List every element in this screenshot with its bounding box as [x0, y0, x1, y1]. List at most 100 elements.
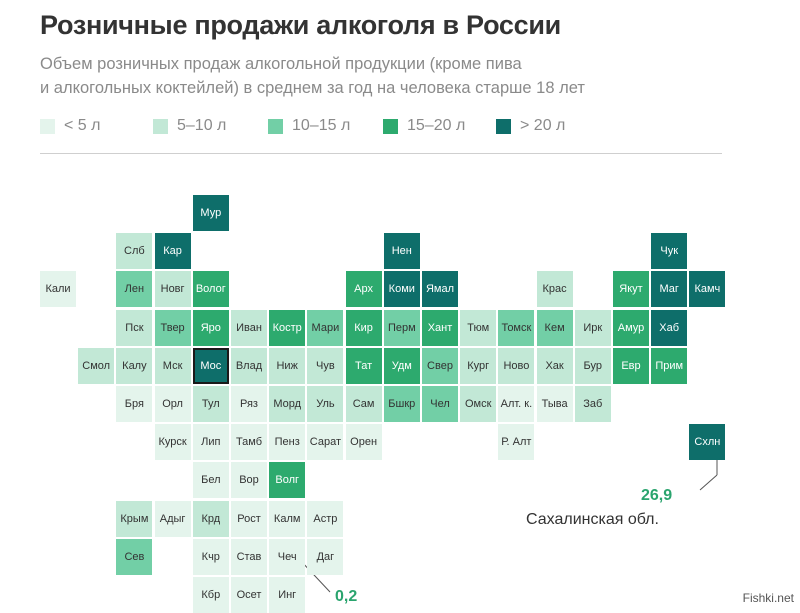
- region-tile: Крд: [192, 500, 229, 537]
- region-tile: Лип: [192, 424, 229, 461]
- region-tile: Кчр: [192, 538, 229, 575]
- region-tile: Амур: [613, 309, 649, 346]
- legend-swatch-gt20: [496, 118, 511, 134]
- region-tile: Коми: [383, 271, 420, 308]
- region-tile: Тыва: [536, 386, 573, 422]
- region-tile: Став: [231, 538, 267, 575]
- region-tile: Омск: [460, 386, 497, 422]
- region-tile: Смол: [78, 347, 115, 384]
- region-tile: Перм: [383, 309, 420, 346]
- region-tile: Хаб: [651, 309, 688, 346]
- region-tile: Сам: [345, 386, 382, 422]
- region-tile: Калм: [269, 500, 306, 537]
- max-annotation-value: 26,9: [641, 487, 673, 504]
- max-annotation-label: Сахалинская обл.: [526, 511, 659, 528]
- region-tile: Р. Алт: [498, 424, 535, 461]
- region-tile: Рост: [231, 500, 267, 537]
- region-tile: Кем: [536, 309, 573, 346]
- region-tile: Орен: [345, 424, 382, 461]
- region-tile: Инг: [269, 577, 306, 613]
- region-tile: Тул: [192, 386, 229, 422]
- region-tile: Тюм: [460, 309, 497, 346]
- region-tile: Маг: [651, 271, 688, 308]
- chart-subtitle-line-2: и алкогольных коктейлей) в среднем за го…: [40, 79, 585, 97]
- region-tile: Морд: [269, 386, 306, 422]
- region-tile: Астр: [307, 500, 344, 537]
- region-tile: Чеч: [269, 538, 306, 575]
- region-tile: Курск: [154, 424, 191, 461]
- sakhalin-leader-line-diag: [699, 474, 718, 491]
- region-tile: Мск: [154, 347, 191, 384]
- region-tile: Тат: [345, 347, 382, 384]
- region-tile: Ряз: [231, 386, 267, 422]
- region-tile: Якут: [613, 271, 649, 308]
- region-tile: Волг: [269, 462, 306, 499]
- region-tile: Кург: [460, 347, 497, 384]
- region-tile: Орл: [154, 386, 191, 422]
- region-tile: Бел: [192, 462, 229, 499]
- region-tile: Мур: [192, 195, 229, 231]
- region-tile: Заб: [574, 386, 611, 422]
- legend-label-10-15: 10–15 л: [292, 117, 351, 134]
- region-tile: Алт. к.: [498, 386, 535, 422]
- chart-title: Розничные продажи алкоголя в России: [40, 10, 561, 40]
- region-tile: Хант: [422, 309, 458, 346]
- header-divider: [40, 153, 722, 154]
- legend-item-15-20: 15–20 л: [383, 117, 465, 135]
- region-tile: Евр: [613, 347, 649, 384]
- region-tile: Лен: [116, 271, 153, 308]
- region-tile: Сарат: [307, 424, 344, 461]
- region-tile: Пенз: [269, 424, 306, 461]
- region-tile: Ирк: [574, 309, 611, 346]
- legend-item-10-15: 10–15 л: [268, 117, 350, 135]
- watermark: Fishki.net: [742, 591, 794, 605]
- legend-label-15-20: 15–20 л: [407, 117, 466, 134]
- region-tile: Осет: [231, 577, 267, 613]
- region-tile: Слб: [116, 233, 153, 270]
- legend-label-gt20: > 20 л: [520, 117, 566, 134]
- region-tile: Волог: [192, 271, 229, 308]
- region-tile: Чув: [307, 347, 344, 384]
- legend-swatch-5-10: [153, 118, 168, 134]
- region-tile: Бур: [574, 347, 611, 384]
- region-tile: Яро: [192, 309, 229, 346]
- region-tile: Схлн: [689, 424, 726, 461]
- region-tile: Кали: [40, 271, 76, 308]
- region-tile: Калу: [116, 347, 153, 384]
- chart-subtitle-line-1: Объем розничных продаж алкогольной проду…: [40, 55, 522, 73]
- region-tile: Чел: [422, 386, 458, 422]
- region-tile: Мари: [307, 309, 344, 346]
- region-tile: Удм: [383, 347, 420, 384]
- region-tile: Мос: [192, 347, 229, 384]
- region-tile: Камч: [689, 271, 726, 308]
- region-tile: Вор: [231, 462, 267, 499]
- region-tile: Ниж: [269, 347, 306, 384]
- region-tile: Тамб: [231, 424, 267, 461]
- region-tile: Кир: [345, 309, 382, 346]
- region-tile: Нен: [383, 233, 420, 270]
- region-tile: Ямал: [422, 271, 458, 308]
- region-tile: Бря: [116, 386, 153, 422]
- region-tile: Ново: [498, 347, 535, 384]
- region-tile: Даг: [307, 538, 344, 575]
- region-tile: Кар: [154, 233, 191, 270]
- legend-item-5-10: 5–10 л: [153, 117, 226, 135]
- region-tile: Томск: [498, 309, 535, 346]
- region-tile: Новг: [154, 271, 191, 308]
- region-tile: Иван: [231, 309, 267, 346]
- region-tile: Хак: [536, 347, 573, 384]
- legend-swatch-10-15: [268, 118, 283, 134]
- min-annotation-value: 0,2: [335, 588, 358, 605]
- legend-item-gt20: > 20 л: [496, 117, 565, 135]
- legend-item-lt5: < 5 л: [40, 117, 100, 135]
- legend-swatch-15-20: [383, 118, 398, 134]
- region-tile: Арх: [345, 271, 382, 308]
- region-tile: Твер: [154, 309, 191, 346]
- legend-label-lt5: < 5 л: [64, 117, 101, 134]
- legend-swatch-lt5: [40, 118, 55, 134]
- region-tile: Чук: [651, 233, 688, 270]
- region-tile: Свер: [422, 347, 458, 384]
- region-tile: Бшкр: [383, 386, 420, 422]
- region-tile: Влад: [231, 347, 267, 384]
